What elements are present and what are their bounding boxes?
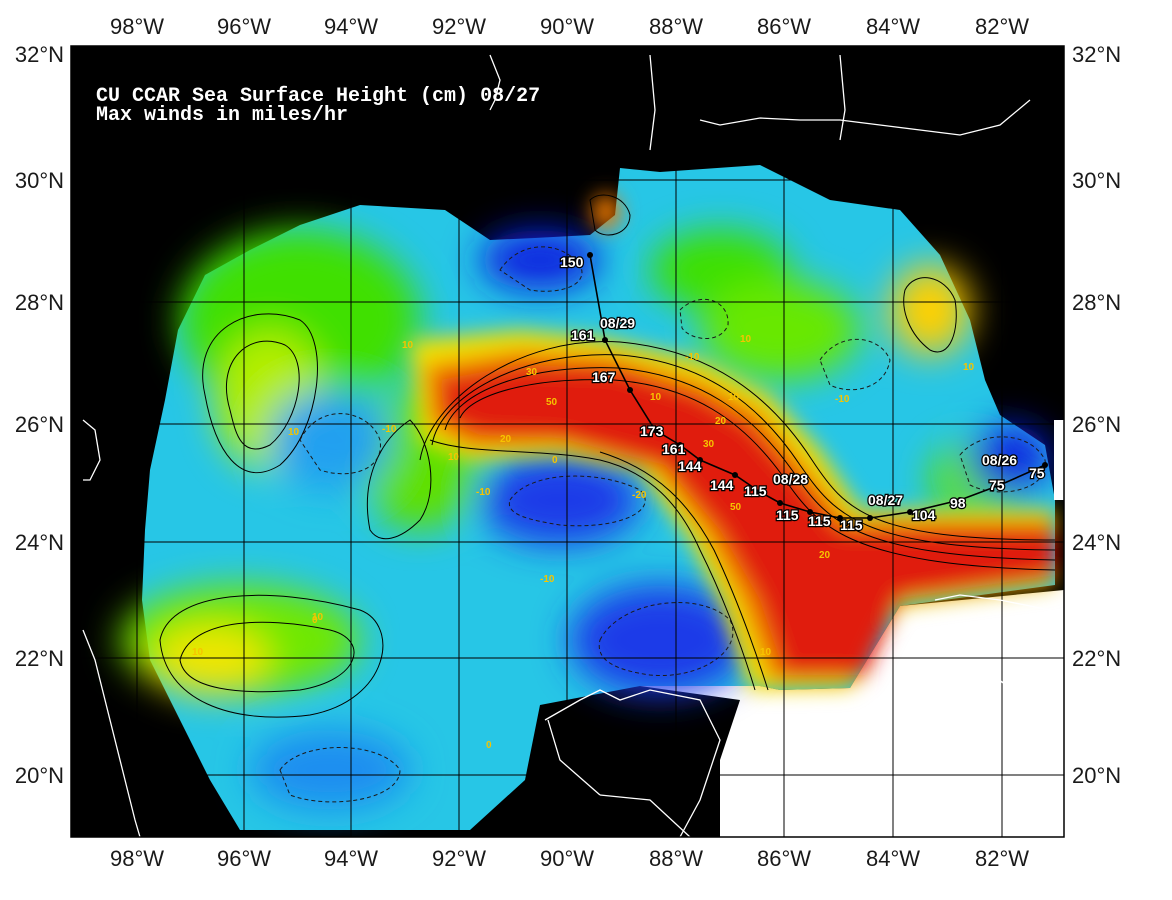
latitude-label: 30°N — [1072, 168, 1121, 193]
graticule — [71, 46, 1064, 837]
coastlines — [82, 54, 1056, 837]
contour-value-label: 0 — [312, 615, 318, 626]
longitude-label: 96°W — [217, 14, 271, 39]
longitude-labels-bottom: 98°W 96°W 94°W 92°W 90°W 88°W 86°W 84°W … — [110, 846, 1029, 871]
longitude-label: 86°W — [757, 846, 811, 871]
contour-value-label: 10 — [740, 334, 752, 345]
latitude-label: 28°N — [1072, 290, 1121, 315]
contour-value-label: 10 — [448, 452, 460, 463]
contour-value-label: -10 — [540, 574, 555, 585]
latitude-label: 26°N — [1072, 412, 1121, 437]
latitude-labels-left: 32°N 30°N 28°N 26°N 24°N 22°N 20°N — [15, 42, 64, 788]
wind-speed-label: 115 — [808, 513, 831, 529]
contour-value-label: 20 — [715, 416, 727, 427]
storm-track-points — [587, 252, 1048, 521]
map-subtitle: Max winds in miles/hr — [96, 104, 348, 127]
contour-value-label: 20 — [819, 550, 831, 561]
storm-track-line — [589, 254, 1046, 519]
longitude-label: 94°W — [324, 846, 378, 871]
contour-value-label: 10 — [963, 362, 975, 373]
contour-value-label: -10 — [685, 352, 700, 363]
wind-speed-label: 115 — [744, 483, 767, 499]
contour-value-label: 10 — [312, 612, 324, 623]
longitude-label: 92°W — [432, 846, 486, 871]
latitude-label: 26°N — [15, 412, 64, 437]
wind-speed-label: 115 — [840, 517, 863, 533]
wind-speed-label: 98 — [950, 495, 966, 511]
longitude-label: 92°W — [432, 14, 486, 39]
contour-value-label: 0 — [486, 740, 492, 751]
longitude-label: 82°W — [975, 14, 1029, 39]
loop-current — [410, 194, 1055, 690]
map-title: CU CCAR Sea Surface Height (cm) 08/27 — [96, 85, 540, 108]
contour-value-label: -20 — [632, 490, 647, 501]
wind-speed-label: 104 — [912, 507, 936, 523]
longitude-label: 94°W — [324, 14, 378, 39]
longitude-label: 88°W — [649, 14, 703, 39]
track-date-label: 08/28 — [773, 471, 808, 487]
longitude-label: 88°W — [649, 846, 703, 871]
latitude-label: 32°N — [15, 42, 64, 67]
latitude-label: 20°N — [15, 763, 64, 788]
contour-value-label: -10 — [382, 424, 397, 435]
contour-value-label: -10 — [476, 487, 491, 498]
contour-value-label: 10 — [650, 392, 662, 403]
longitude-labels-top: 98°W 96°W 94°W 92°W 90°W 88°W 86°W 84°W … — [110, 14, 1029, 39]
coastal-whitespace — [936, 420, 1064, 814]
latitude-label: 24°N — [1072, 530, 1121, 555]
contour-value-label: 20 — [500, 434, 512, 445]
longitude-label: 84°W — [866, 846, 920, 871]
wind-speed-label: 161 — [662, 441, 686, 457]
contour-value-label: 50 — [730, 502, 742, 513]
longitude-label: 96°W — [217, 846, 271, 871]
longitude-label: 98°W — [110, 846, 164, 871]
latitude-label: 22°N — [15, 646, 64, 671]
track-date-label: 08/26 — [982, 452, 1017, 468]
contour-value-label: 30 — [703, 439, 715, 450]
longitude-label: 90°W — [540, 14, 594, 39]
contour-value-label: 10 — [192, 647, 204, 658]
latitude-label: 20°N — [1072, 763, 1121, 788]
dashed-contours — [279, 246, 1046, 803]
latitude-label: 22°N — [1072, 646, 1121, 671]
contour-lines — [159, 194, 1056, 718]
latitude-labels-right: 32°N 30°N 28°N 26°N 24°N 22°N 20°N — [1072, 42, 1121, 788]
wind-speed-label: 115 — [776, 507, 799, 523]
contour-value-label: 10 — [288, 427, 300, 438]
wind-speed-label: 75 — [1029, 465, 1045, 481]
wind-speed-label: 161 — [571, 327, 595, 343]
contour-value-label: -10 — [835, 394, 850, 405]
latitude-label: 30°N — [15, 168, 64, 193]
track-date-label: 08/27 — [868, 492, 903, 508]
wind-speed-label: 167 — [592, 369, 616, 385]
contour-value-label: 0 — [552, 455, 558, 466]
latitude-label: 32°N — [1072, 42, 1121, 67]
contour-value-label: 10 — [402, 340, 414, 351]
contour-value-label: 50 — [546, 397, 558, 408]
longitude-label: 86°W — [757, 14, 811, 39]
contour-value-label: 30 — [526, 367, 538, 378]
track-date-label: 08/29 — [600, 315, 635, 331]
longitude-label: 84°W — [866, 14, 920, 39]
wind-speed-label: 75 — [989, 477, 1005, 493]
latitude-label: 24°N — [15, 530, 64, 555]
longitude-label: 90°W — [540, 846, 594, 871]
wind-speed-label: 144 — [678, 458, 702, 474]
wind-speed-label: 150 — [560, 254, 584, 270]
contour-value-label: 10 — [728, 392, 740, 403]
wind-speed-label: 173 — [640, 423, 664, 439]
wind-speed-label: 144 — [710, 477, 734, 493]
contour-value-label: 10 — [760, 647, 772, 658]
longitude-label: 98°W — [110, 14, 164, 39]
latitude-label: 28°N — [15, 290, 64, 315]
map-border — [70, 45, 1065, 838]
longitude-label: 82°W — [975, 846, 1029, 871]
